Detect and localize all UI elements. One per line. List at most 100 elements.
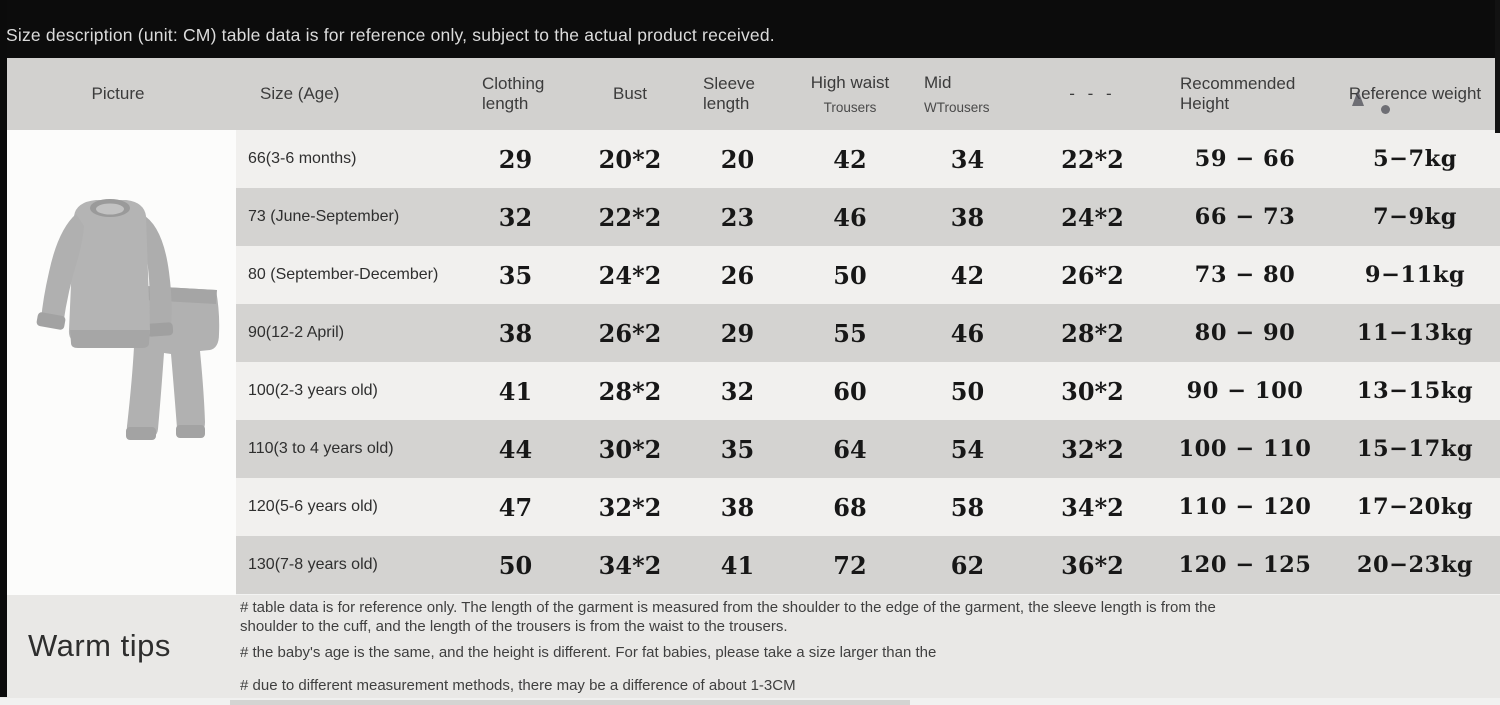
table-row: 120(5-6 years old) 47 32*2 38 68 58 34*2… <box>0 478 1500 536</box>
high-waist-trousers-cell: 64 <box>833 434 867 464</box>
high-waist-trousers-cell: 55 <box>833 318 867 348</box>
sleeve-length-cell: 23 <box>720 202 755 232</box>
table-row: 90(12-2 April) 38 26*2 29 55 46 28*2 80 … <box>0 304 1500 362</box>
recommended-height-cell: 73 − 80 <box>1194 262 1296 288</box>
top-banner: Size description (unit: CM) table data i… <box>0 0 1500 58</box>
clothing-length-cell: 44 <box>498 434 533 464</box>
mid-waist-trousers-cell: 54 <box>950 434 985 464</box>
header-recommended-height: Recommended Height <box>1180 74 1296 113</box>
mid-waist-trousers-cell: 46 <box>950 318 985 348</box>
high-waist-trousers-cell: 42 <box>833 144 867 174</box>
unnamed-cell: 28*2 <box>1061 318 1124 348</box>
header-clothing-length: Clothing length <box>482 74 545 113</box>
high-waist-trousers-cell: 46 <box>833 202 867 232</box>
recommended-height-cell: 90 − 100 <box>1186 378 1304 404</box>
table-row: 80 (September-December) 35 24*2 26 50 42… <box>0 246 1500 304</box>
banner-text: Size description (unit: CM) table data i… <box>6 24 775 45</box>
reference-weight-cell: 5−7kg <box>1373 146 1457 172</box>
clothing-length-cell: 35 <box>498 260 533 290</box>
clothing-length-cell: 38 <box>498 318 533 348</box>
header-sleeve-length: Sleeve length <box>703 74 755 113</box>
baby-clothing-set-graphic <box>36 199 220 440</box>
header-unnamed-column: - - - <box>1069 84 1116 104</box>
bust-cell: 28*2 <box>598 376 662 406</box>
table-row: 100(2-3 years old) 41 28*2 32 60 50 30*2… <box>0 362 1500 420</box>
reference-weight-cell: 11−13kg <box>1356 320 1474 346</box>
header-size-age: Size (Age) <box>260 84 340 104</box>
bust-cell: 20*2 <box>598 144 662 174</box>
size-age-cell: 120(5-6 years old) <box>248 498 378 515</box>
header-picture: Picture <box>91 84 145 104</box>
recommended-height-cell: 100 − 110 <box>1178 436 1312 462</box>
reference-weight-cell: 20−23kg <box>1356 552 1474 578</box>
reference-weight-cell: 15−17kg <box>1356 436 1474 462</box>
reference-weight-cell: 13−15kg <box>1356 378 1474 404</box>
recommended-height-cell: 59 − 66 <box>1194 146 1296 172</box>
sleeve-length-cell: 20 <box>720 144 755 174</box>
size-age-cell: 130(7-8 years old) <box>248 556 378 573</box>
reference-weight-cell: 7−9kg <box>1373 204 1457 230</box>
recommended-height-cell: 66 − 73 <box>1194 204 1296 230</box>
size-age-cell: 66(3-6 months) <box>248 150 357 167</box>
clothing-length-cell: 47 <box>498 492 533 522</box>
reference-weight-cell: 9−11kg <box>1364 262 1466 288</box>
sweatshirt-graphic <box>36 199 174 348</box>
header-high-waist-sublabel: Trousers <box>823 99 877 115</box>
mid-waist-trousers-cell: 62 <box>950 550 985 580</box>
recommended-height-cell: 110 − 120 <box>1178 494 1312 520</box>
warm-tips-title: Warm tips <box>28 628 171 663</box>
clothing-length-cell: 50 <box>498 550 533 580</box>
high-waist-trousers-cell: 60 <box>833 376 867 406</box>
header-high-waist-trousers: High waist Trousers <box>790 73 910 115</box>
header-bust: Bust <box>612 84 648 104</box>
mid-waist-trousers-cell: 38 <box>950 202 985 232</box>
sleeve-length-cell: 32 <box>720 376 755 406</box>
table-row: 130(7-8 years old) 50 34*2 41 72 62 36*2… <box>0 536 1500 594</box>
right-border <box>1495 0 1500 133</box>
unnamed-cell: 36*2 <box>1061 550 1124 580</box>
sleeve-length-cell: 29 <box>720 318 755 348</box>
bust-cell: 24*2 <box>598 260 662 290</box>
size-age-cell: 110(3 to 4 years old) <box>248 440 394 457</box>
sleeve-length-cell: 26 <box>720 260 755 290</box>
unnamed-cell: 22*2 <box>1061 144 1124 174</box>
bust-cell: 26*2 <box>598 318 662 348</box>
recommended-height-cell: 80 − 90 <box>1194 320 1296 346</box>
reference-weight-cell: 17−20kg <box>1356 494 1474 520</box>
sleeve-length-cell: 35 <box>720 434 755 464</box>
note-sizing: # the baby's age is the same, and the he… <box>240 644 937 662</box>
size-age-cell: 90(12-2 April) <box>248 324 345 341</box>
sleeve-length-cell: 41 <box>720 550 755 580</box>
warm-tips-notes: # table data is for reference only. The … <box>240 598 1255 695</box>
product-photo <box>7 130 236 595</box>
header-mid-waist-trousers: Mid WTrousers <box>910 73 1025 115</box>
bust-cell: 34*2 <box>598 550 662 580</box>
header-reference-weight: Reference weight <box>1348 84 1482 104</box>
header-mid-sublabel: WTrousers <box>924 99 990 115</box>
unnamed-cell: 30*2 <box>1061 376 1124 406</box>
left-border <box>0 0 7 697</box>
bust-cell: 22*2 <box>598 202 662 232</box>
table-row: 73 (June-September) 32 22*2 23 46 38 24*… <box>0 188 1500 246</box>
high-waist-trousers-cell: 50 <box>833 260 867 290</box>
header-mid-label: Mid <box>924 72 952 92</box>
table-header-row: Picture Size (Age) Clothing length Bust … <box>0 58 1500 130</box>
unnamed-cell: 26*2 <box>1061 260 1124 290</box>
unnamed-cell: 34*2 <box>1061 492 1124 522</box>
high-waist-trousers-cell: 72 <box>833 550 867 580</box>
table-row: 110(3 to 4 years old) 44 30*2 35 64 54 3… <box>0 420 1500 478</box>
bottom-strip-shade <box>230 700 910 705</box>
bust-cell: 32*2 <box>598 492 662 522</box>
mid-waist-trousers-cell: 42 <box>950 260 985 290</box>
size-age-cell: 80 (September-December) <box>248 266 439 283</box>
note-measurement: # table data is for reference only. The … <box>240 599 1216 636</box>
mid-waist-trousers-cell: 58 <box>950 492 985 522</box>
size-age-cell: 100(2-3 years old) <box>248 382 378 399</box>
unnamed-cell: 24*2 <box>1061 202 1124 232</box>
note-tolerance: # due to different measurement methods, … <box>240 676 796 694</box>
high-waist-trousers-cell: 68 <box>833 492 867 522</box>
mid-waist-trousers-cell: 50 <box>950 376 985 406</box>
bust-cell: 30*2 <box>598 434 662 464</box>
clothing-length-cell: 32 <box>498 202 533 232</box>
